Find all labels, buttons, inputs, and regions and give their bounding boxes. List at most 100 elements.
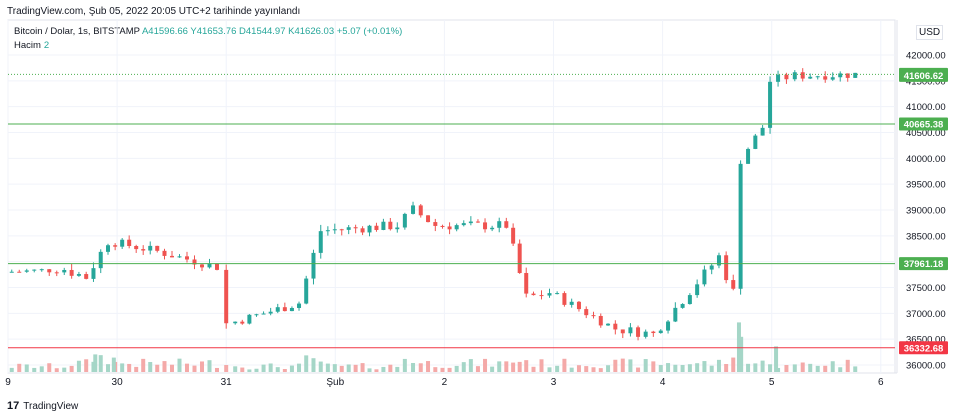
candle-body <box>490 227 495 230</box>
volume-bar <box>62 367 67 372</box>
candle-body <box>240 321 245 324</box>
volume-bar <box>325 363 330 372</box>
candle-body <box>709 265 714 270</box>
volume-bar <box>774 346 779 372</box>
candle-body <box>374 225 379 230</box>
candle-body <box>426 215 431 223</box>
currency-label[interactable]: USD <box>916 25 944 40</box>
volume-bar <box>374 369 379 372</box>
high-value: Y41653.76 <box>190 26 237 37</box>
volume-bar <box>339 365 344 372</box>
candle-body <box>440 225 445 227</box>
candle-body <box>613 323 618 330</box>
candle-body <box>547 293 552 296</box>
y-tick-label: 39000.00 <box>906 206 946 217</box>
candle-body <box>680 304 685 308</box>
volume-bar <box>247 369 252 372</box>
volume-bar <box>620 358 625 372</box>
volume-bar <box>569 367 574 372</box>
volume-bar <box>716 359 721 372</box>
candle-body <box>177 256 182 258</box>
volume-bar <box>658 365 663 372</box>
volume-bar <box>98 355 103 372</box>
volume-bar <box>724 364 729 372</box>
volume-bar <box>346 364 351 372</box>
candle-body <box>134 245 139 250</box>
volume-bar <box>353 364 358 372</box>
candle-body <box>468 221 473 224</box>
volume-bar <box>24 364 29 372</box>
price-level-tag <box>899 117 948 131</box>
candle-body <box>297 303 302 308</box>
y-tick-label: 40000.00 <box>906 154 946 165</box>
price-level-label: 41606.62 <box>904 71 944 82</box>
volume-bar <box>207 360 212 372</box>
volume-bar <box>776 367 781 372</box>
candle-body <box>838 73 843 78</box>
volume-bar <box>562 358 567 372</box>
candle-body <box>148 245 153 251</box>
candle-body <box>268 311 273 314</box>
symbol-legend[interactable]: Bitcoin / Dolar, 1s, BITSTAMP A41596.66 … <box>14 26 402 37</box>
change-value: +5.07 (+0.01%) <box>336 26 403 37</box>
volume-bar <box>651 361 656 372</box>
y-tick-label: 41500.00 <box>906 76 946 87</box>
volume-bar <box>162 361 167 372</box>
candle-body <box>768 81 773 128</box>
candle-body <box>483 222 488 230</box>
volume-bar <box>426 361 431 372</box>
candle-body <box>62 269 67 273</box>
candle-body <box>716 255 721 266</box>
volume-bar <box>768 364 773 372</box>
candle-body <box>120 239 125 247</box>
volume-bar <box>628 359 633 372</box>
candle-body <box>628 327 633 334</box>
candle-body <box>106 245 111 252</box>
candle-body <box>815 76 820 78</box>
volume-bar <box>106 364 111 372</box>
y-tick-label: 36500.00 <box>906 335 946 346</box>
candle-body <box>169 255 174 258</box>
y-tick-label: 37000.00 <box>906 309 946 320</box>
candle-body <box>584 309 589 316</box>
plot-frame <box>7 19 896 374</box>
candle-body <box>620 329 625 334</box>
candle-body <box>155 245 160 251</box>
volume-bar <box>360 363 365 372</box>
symbol-name: Bitcoin / Dolar, 1s, BITSTAMP <box>14 26 140 37</box>
candle-body <box>332 229 337 231</box>
volume-bar <box>606 365 611 372</box>
volume-bar <box>853 366 858 372</box>
candle-body <box>539 295 544 297</box>
volume-bar <box>254 368 259 372</box>
candle-body <box>776 74 781 82</box>
volume-bar <box>838 367 843 372</box>
volume-bar <box>497 361 502 372</box>
candle-body <box>517 243 522 273</box>
volume-bar <box>702 361 707 372</box>
candle-body <box>9 271 14 273</box>
candle-body <box>433 222 438 226</box>
volume-bar <box>731 357 736 372</box>
volume-bar <box>304 355 309 372</box>
volume-bar <box>169 364 174 372</box>
volume-bar <box>830 361 835 372</box>
volume-bar <box>547 367 552 372</box>
x-tick-label: 4 <box>660 377 666 388</box>
candle-body <box>447 226 452 230</box>
volume-bar <box>468 359 473 372</box>
candle-body <box>511 227 516 244</box>
volume-bar <box>39 366 44 372</box>
volume-legend[interactable]: Hacim 2 <box>14 40 49 51</box>
footer-brand[interactable]: 17 TradingView <box>7 400 78 412</box>
volume-bar <box>636 367 641 372</box>
volume-bar <box>111 357 116 372</box>
volume-bar <box>32 367 37 372</box>
candle-body <box>47 269 52 273</box>
candle-body <box>261 313 266 315</box>
candle-body <box>687 295 692 305</box>
candle-body <box>853 72 858 78</box>
candle-body <box>311 252 316 279</box>
volume-bar <box>524 360 529 372</box>
